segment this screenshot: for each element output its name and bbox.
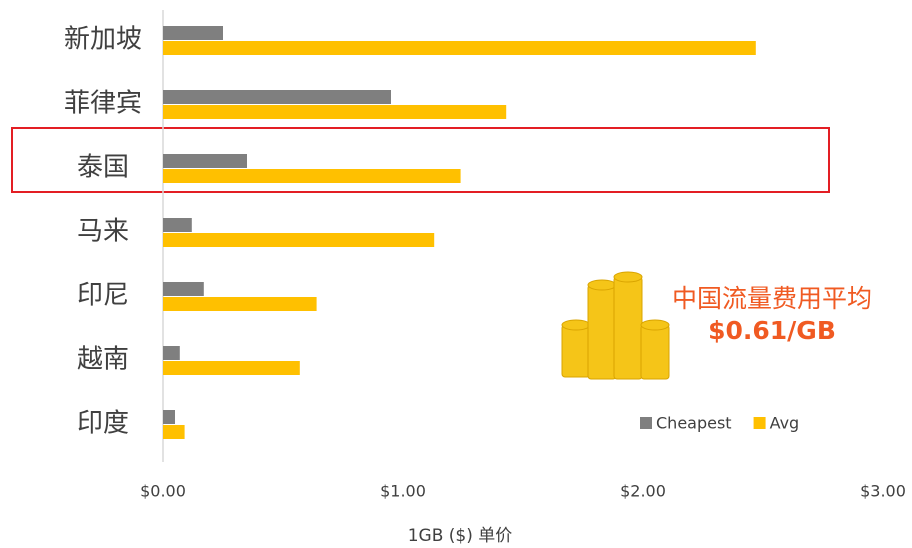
highlight-box <box>11 127 830 193</box>
annotation: $0.61/GB <box>708 316 836 345</box>
legend-label: Avg <box>770 414 800 433</box>
x-tick-label: $1.00 <box>380 482 426 501</box>
bar <box>163 90 391 104</box>
y-tick-label: 印尼 <box>77 281 129 311</box>
bar <box>163 425 185 439</box>
bar <box>163 169 461 183</box>
bar <box>163 154 247 168</box>
axis-title: 1GB ($) 单价 <box>408 526 513 546</box>
y-tick-label: 泰国 <box>77 153 129 183</box>
coins-icon <box>561 271 670 380</box>
bar <box>163 105 507 119</box>
bar <box>163 233 435 247</box>
bar <box>163 41 756 55</box>
y-tick-label: 越南 <box>77 345 129 375</box>
x-tick-label: $3.00 <box>860 482 906 501</box>
y-tick-label: 印度 <box>77 409 129 439</box>
bar <box>163 361 300 375</box>
y-tick-label: 马来 <box>77 217 129 247</box>
legend-label: Cheapest <box>656 414 732 433</box>
bar <box>163 297 317 311</box>
annotation: 中国流量费用平均 <box>672 284 872 313</box>
bar <box>163 26 223 40</box>
x-tick-label: $2.00 <box>620 482 666 501</box>
y-tick-label: 新加坡 <box>64 25 142 55</box>
y-tick-label: 菲律宾 <box>64 89 142 119</box>
bar <box>163 218 192 232</box>
bar <box>163 282 204 296</box>
legend-swatch <box>753 417 766 429</box>
bar <box>163 410 175 424</box>
bar <box>163 346 180 360</box>
x-tick-label: $0.00 <box>140 482 186 501</box>
legend-swatch <box>640 417 652 429</box>
